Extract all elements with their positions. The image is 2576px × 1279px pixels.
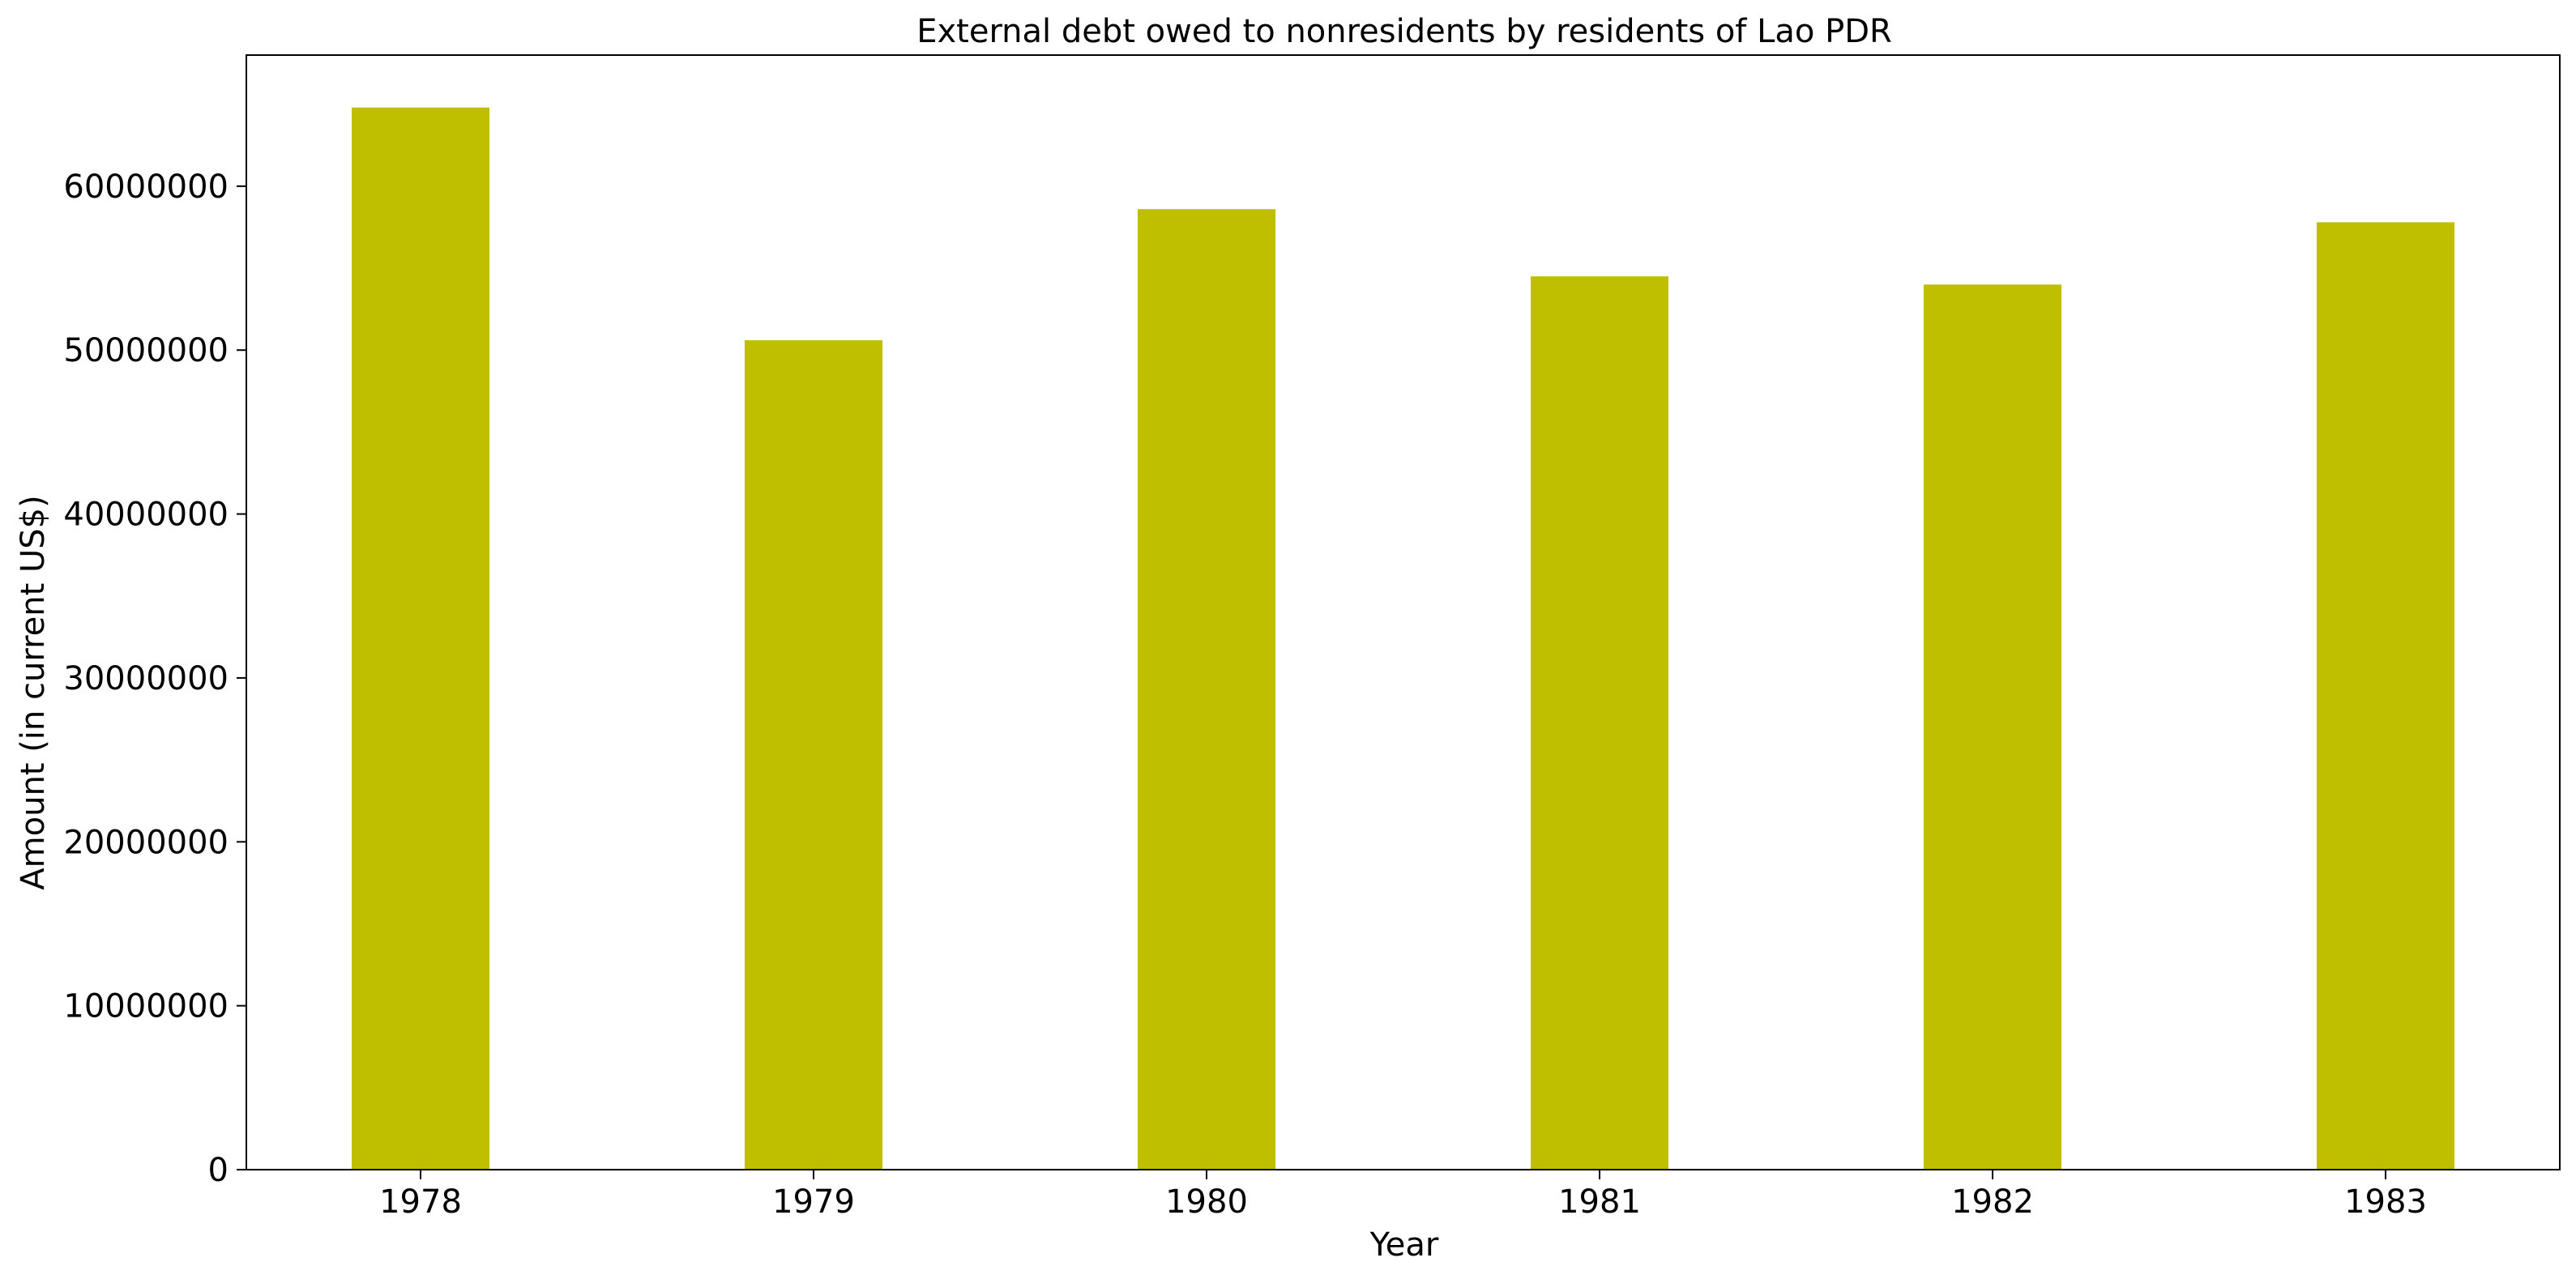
plot-frame [246,54,2561,1170]
bars-layer [352,107,2454,1170]
bar-1978 [352,107,489,1170]
y-tick-label: 40000000 [63,497,229,534]
x-tick-label: 1982 [1951,1183,2034,1221]
x-tick-label: 1978 [379,1183,462,1221]
x-axis: 1978 1979 1980 1981 1982 1983 [379,1170,2427,1221]
bar-1980 [1138,209,1275,1170]
y-tick-label: 50000000 [63,332,229,369]
bar-1983 [2317,222,2454,1170]
y-axis-label: Amount (in current US$) [15,495,52,889]
bar-1981 [1531,276,1668,1170]
y-tick-label: 60000000 [63,168,229,206]
y-tick-label: 20000000 [63,824,229,861]
bar-1979 [745,340,882,1170]
chart-title: External debt owed to nonresidents by re… [916,13,1892,50]
y-tick-label: 0 [208,1152,229,1189]
y-axis: 0 10000000 20000000 30000000 40000000 5000000… [63,168,246,1189]
x-tick-label: 1981 [1558,1183,1641,1221]
x-tick-label: 1979 [772,1183,855,1221]
bar-1982 [1924,284,2061,1170]
x-axis-label: Year [1369,1226,1439,1264]
x-tick-label: 1983 [2344,1183,2427,1221]
y-tick-label: 30000000 [63,660,229,697]
y-tick-label: 10000000 [63,988,229,1025]
x-tick-label: 1980 [1165,1183,1248,1221]
